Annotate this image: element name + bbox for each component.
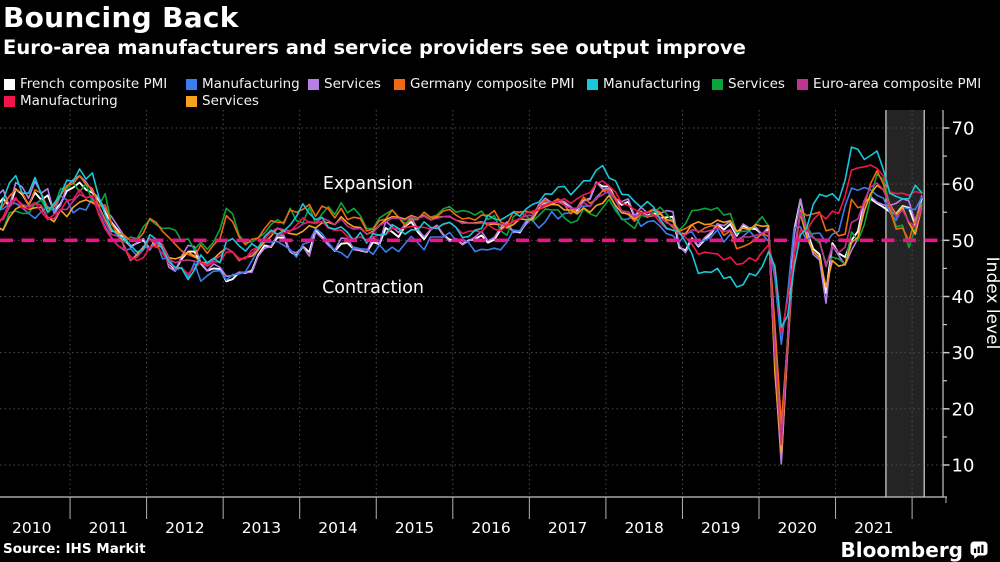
- legend-item-euro-composite: Euro-area composite PMI: [797, 76, 982, 92]
- legend-item-germany-composite: Germany composite PMI: [394, 76, 575, 92]
- legend-label: Euro-area composite PMI: [813, 76, 982, 92]
- annotation-expansion: Expansion: [323, 174, 413, 194]
- legend-swatch-icon: [186, 95, 197, 107]
- series-line-germany-composite-pmi: [0, 169, 923, 425]
- y-tick-label: 30: [952, 343, 975, 364]
- legend-swatch-icon: [587, 78, 598, 90]
- legend-swatch-icon: [4, 78, 15, 90]
- legend-label: Manufacturing: [20, 93, 118, 109]
- y-tick-label: 50: [952, 231, 975, 252]
- x-tick-label: 2020: [778, 519, 817, 537]
- legend-item-germany-services: Services: [712, 76, 785, 92]
- x-tick-label: 2016: [471, 519, 510, 537]
- legend-label: French composite PMI: [20, 76, 168, 92]
- y-tick-label: 20: [952, 399, 975, 420]
- legend-item-euro-manufacturing: Manufacturing: [4, 93, 118, 109]
- x-tick-label: 2017: [548, 519, 587, 537]
- page-subtitle: Euro-area manufacturers and service prov…: [3, 36, 746, 59]
- x-tick-label: 2013: [242, 519, 281, 537]
- y-axis-title: Index level: [982, 257, 1000, 350]
- legend-item-french-services: Services: [308, 76, 381, 92]
- legend-label: Manufacturing: [603, 76, 701, 92]
- y-tick-label: 60: [952, 175, 975, 196]
- y-tick-label: 40: [952, 287, 975, 308]
- gridlines: [0, 110, 943, 497]
- x-tick-label: 2018: [624, 519, 663, 537]
- legend-label: Services: [324, 76, 381, 92]
- legend-swatch-icon: [186, 78, 197, 90]
- series-line-euro-area-manufacturing: [0, 164, 923, 335]
- legend-item-french-composite: French composite PMI: [4, 76, 168, 92]
- x-tick-label: 2012: [165, 519, 204, 537]
- legend-item-french-manufacturing: Manufacturing: [186, 76, 300, 92]
- x-tick-label: 2015: [395, 519, 434, 537]
- legend-label: Germany composite PMI: [410, 76, 575, 92]
- y-tick-label: 70: [952, 118, 975, 139]
- y-tick-label: 10: [952, 456, 975, 477]
- legend-label: Manufacturing: [202, 76, 300, 92]
- legend-item-euro-services: Services: [186, 93, 259, 109]
- legend-label: Services: [202, 93, 259, 109]
- x-tick-label: 2011: [89, 519, 128, 537]
- highlight-band: [885, 110, 925, 497]
- source-note: Source: IHS Markit: [3, 541, 146, 557]
- series-line-euro-area-composite-pmi: [0, 182, 923, 446]
- legend-label: Services: [728, 76, 785, 92]
- x-tick-label: 2010: [12, 519, 51, 537]
- legend-swatch-icon: [712, 78, 723, 90]
- legend-swatch-icon: [4, 95, 15, 107]
- x-tick-label: 2019: [701, 519, 740, 537]
- legend-swatch-icon: [394, 78, 405, 90]
- axes: [0, 110, 947, 498]
- legend-item-germany-manufacturing: Manufacturing: [587, 76, 701, 92]
- annotation-contraction: Contraction: [322, 278, 424, 298]
- bloomberg-wordmark: Bloomberg: [840, 538, 963, 562]
- x-tick-label: 2014: [318, 519, 357, 537]
- chart-legend: French composite PMI Manufacturing Servi…: [0, 0, 1000, 110]
- bloomberg-logo: Bloomberg: [841, 538, 988, 562]
- y-axis-ticks: 10 20 30 40 50 60 70: [943, 118, 975, 477]
- x-tick-label: 2021: [854, 519, 893, 537]
- series-line-germany-services: [0, 173, 923, 432]
- page-title: Bouncing Back: [3, 1, 239, 34]
- legend-swatch-icon: [308, 78, 319, 90]
- legend-swatch-icon: [797, 78, 808, 90]
- bloomberg-chart-bubble-icon: [970, 541, 988, 559]
- series-lines: [0, 146, 923, 465]
- x-axis-ticks: 2010 2011 2012 2013 2014 2015 2016 2017 2018 2019…: [12, 497, 947, 537]
- series-line-germany-manufacturing: [0, 146, 923, 329]
